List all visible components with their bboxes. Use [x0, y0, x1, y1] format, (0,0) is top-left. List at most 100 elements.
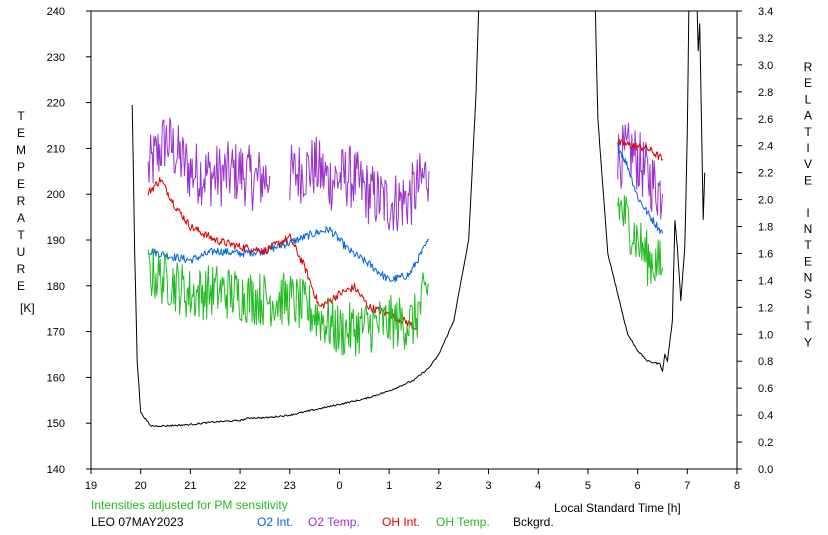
x-tick-label: 7	[684, 480, 690, 492]
axis-label-letter: Y	[804, 335, 812, 349]
x-axis-ticks: 19 20 21 22 23 0 1 2 3 4 5 6 7 8	[85, 469, 740, 492]
left-tick-label: 230	[47, 52, 65, 64]
left-tick-label: 170	[47, 327, 65, 339]
left-tick-label: 160	[47, 372, 65, 384]
right-tick-label: 0.8	[758, 356, 773, 368]
left-tick-label: 180	[47, 281, 65, 293]
x-tick-label: 4	[535, 480, 541, 492]
legend-oh_int: OH Int.	[382, 515, 420, 529]
series-o2_int-line	[147, 226, 430, 283]
left-tick-label: 240	[47, 6, 65, 18]
series-oh_int-line	[147, 177, 417, 330]
right-tick-label: 0.4	[758, 410, 773, 422]
left-tick-label: 200	[47, 189, 65, 201]
sensitivity-note: Intensities adjusted for PM sensitivity	[91, 498, 288, 512]
left-y-axis-ticks: 140 150 160 170 180 190 200 210 220 230 240	[47, 6, 91, 476]
series-bckgrd-line	[131, 10, 480, 428]
axis-label-letter: I	[806, 206, 809, 220]
axis-label-letter: L	[805, 92, 812, 106]
x-tick-label: 20	[135, 480, 147, 492]
axis-label-letter: E	[804, 76, 812, 90]
right-tick-label: 2.6	[758, 114, 773, 126]
right-tick-label: 0.0	[758, 464, 773, 476]
series-bckgrd-line	[594, 10, 690, 372]
legend-o2_int: O2 Int.	[257, 515, 293, 529]
axis-label-letter: U	[17, 245, 26, 259]
x-axis-label: Local Standard Time [h]	[554, 501, 681, 515]
right-tick-label: 1.0	[758, 329, 773, 341]
axis-label-letter: I	[806, 141, 809, 155]
left-axis-unit: [K]	[20, 301, 35, 315]
right-tick-label: 1.8	[758, 222, 773, 234]
axis-label-letter: P	[17, 160, 25, 174]
x-tick-label: 3	[485, 480, 491, 492]
series-o2_temp-line	[289, 136, 430, 232]
x-tick-label: 0	[336, 480, 342, 492]
x-tick-label: 22	[234, 480, 246, 492]
x-tick-label: 1	[386, 480, 392, 492]
left-tick-label: 140	[47, 464, 65, 476]
axis-label-letter: M	[16, 143, 26, 157]
right-tick-label: 2.2	[758, 168, 773, 180]
axis-label-letter: V	[804, 157, 812, 171]
left-tick-label: 210	[47, 143, 65, 155]
axis-label-letter: N	[804, 222, 813, 236]
right-tick-label: 0.2	[758, 437, 773, 449]
series-oh_temp-line	[617, 195, 663, 286]
legend-o2_temp: O2 Temp.	[308, 515, 360, 529]
x-tick-label: 6	[635, 480, 641, 492]
legend: O2 Int. O2 Temp. OH Int. OH Temp. Bckgrd.	[257, 515, 554, 529]
right-tick-label: 2.8	[758, 87, 773, 99]
axis-label-letter: I	[806, 303, 809, 317]
axis-label-letter: R	[804, 60, 813, 74]
right-tick-label: 3.2	[758, 33, 773, 45]
right-tick-label: 1.6	[758, 248, 773, 260]
axis-label-letter: E	[17, 279, 25, 293]
axis-label-letter: E	[804, 173, 812, 187]
axis-label-letter: E	[804, 254, 812, 268]
axis-label-letter: E	[17, 177, 25, 191]
plot-area	[131, 10, 706, 428]
axis-label-letter: T	[17, 109, 25, 123]
axis-label-letter: R	[17, 262, 26, 276]
axis-label-letter: A	[804, 109, 812, 123]
series-o2_int-line	[617, 142, 663, 234]
legend-bckgrd: Bckgrd.	[513, 515, 554, 529]
left-tick-label: 190	[47, 235, 65, 247]
right-tick-label: 0.6	[758, 383, 773, 395]
left-tick-label: 150	[47, 418, 65, 430]
axis-label-letter: T	[804, 319, 812, 333]
axis-label-letter: E	[17, 126, 25, 140]
axis-label-letter: A	[17, 211, 25, 225]
axis-label-letter: T	[804, 238, 812, 252]
right-tick-label: 1.4	[758, 275, 773, 287]
axis-label-letter: S	[804, 287, 812, 301]
series-o2_temp-line	[617, 122, 663, 220]
x-tick-label: 5	[585, 480, 591, 492]
axis-label-letter: R	[17, 194, 26, 208]
axis-label-letter: N	[804, 271, 813, 285]
right-tick-label: 2.0	[758, 195, 773, 207]
axes	[90, 10, 738, 470]
x-tick-label: 19	[85, 480, 97, 492]
right-tick-label: 2.4	[758, 141, 773, 153]
x-tick-label: 21	[184, 480, 196, 492]
right-tick-label: 3.0	[758, 60, 773, 72]
station-date: LEO 07MAY2023	[91, 515, 184, 529]
series-o2_temp-line	[147, 117, 271, 212]
right-tick-label: 1.2	[758, 302, 773, 314]
left-tick-label: 220	[47, 98, 65, 110]
series-oh_temp-line	[147, 248, 430, 357]
right-tick-label: 3.4	[758, 6, 773, 18]
axis-label-letter: T	[804, 125, 812, 139]
x-tick-label: 8	[734, 480, 740, 492]
series-oh_int-line	[617, 139, 663, 161]
axis-label-letter: T	[17, 228, 25, 242]
x-tick-label: 23	[284, 480, 296, 492]
x-tick-label: 2	[436, 480, 442, 492]
legend-oh_temp: OH Temp.	[436, 515, 490, 529]
right-y-axis-ticks: 0.0 0.2 0.4 0.6 0.8 1.0 1.2 1.4 1.6 1.8 2.0 2.2 2.4 2…	[737, 6, 773, 476]
